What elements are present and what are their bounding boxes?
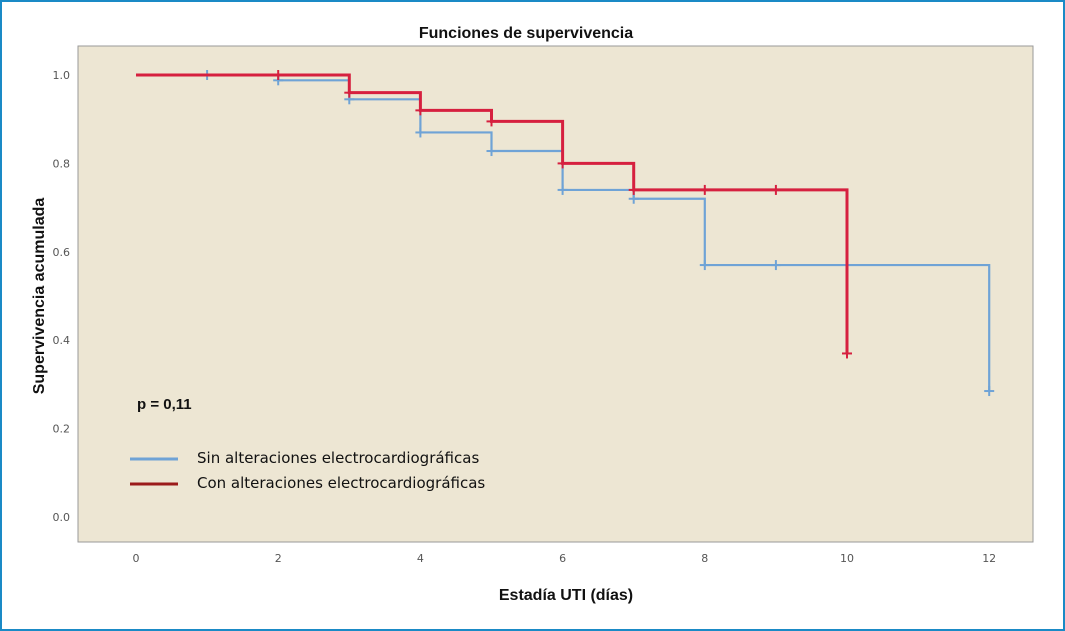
- legend-label-sin: Sin alteraciones electrocardiográficas: [197, 449, 479, 467]
- x-tick-label: 10: [840, 552, 854, 565]
- legend: Sin alteraciones electrocardiográficas C…: [130, 449, 485, 492]
- p-value-annotation: p = 0,11: [137, 396, 192, 413]
- y-tick-label: 0.2: [53, 423, 71, 436]
- censor-mark: [628, 193, 639, 204]
- y-tick-label: 0.6: [53, 246, 71, 259]
- y-tick-label: 1.0: [53, 69, 71, 82]
- x-tick-label: 12: [982, 552, 996, 565]
- censor-mark: [557, 158, 568, 169]
- plot-area: [77, 45, 1034, 543]
- censor-mark: [628, 184, 639, 195]
- censor-mark: [415, 127, 426, 138]
- x-tick-label: 0: [133, 552, 140, 565]
- censor-mark: [557, 184, 568, 195]
- series-1: [136, 70, 852, 359]
- censor-mark: [486, 116, 497, 127]
- chart-title: Funciones de supervivencia: [419, 25, 633, 42]
- y-tick-label: 0.0: [53, 511, 71, 524]
- censor-mark: [344, 87, 355, 98]
- censor-mark: [699, 184, 710, 195]
- censor-mark: [770, 184, 781, 195]
- y-tick-label: 0.8: [53, 157, 71, 170]
- censor-mark: [984, 386, 995, 397]
- censor-mark: [486, 146, 497, 157]
- censor-mark: [273, 70, 284, 80]
- x-axis-label: Estadía UTI (días): [499, 587, 633, 604]
- legend-label-con: Con alteraciones electrocardiográficas: [197, 474, 485, 492]
- x-tick-label: 6: [559, 552, 566, 565]
- x-tick-label: 8: [701, 552, 708, 565]
- y-tick-label: 0.4: [53, 334, 71, 347]
- censor-mark: [415, 105, 426, 116]
- x-tick-label: 2: [275, 552, 282, 565]
- censor-mark: [699, 260, 710, 271]
- censor-mark: [842, 348, 852, 359]
- y-axis-label: Supervivencia acumulada: [31, 198, 48, 395]
- x-tick-label: 4: [417, 552, 424, 565]
- series-0: [136, 70, 995, 397]
- censor-mark: [770, 260, 781, 271]
